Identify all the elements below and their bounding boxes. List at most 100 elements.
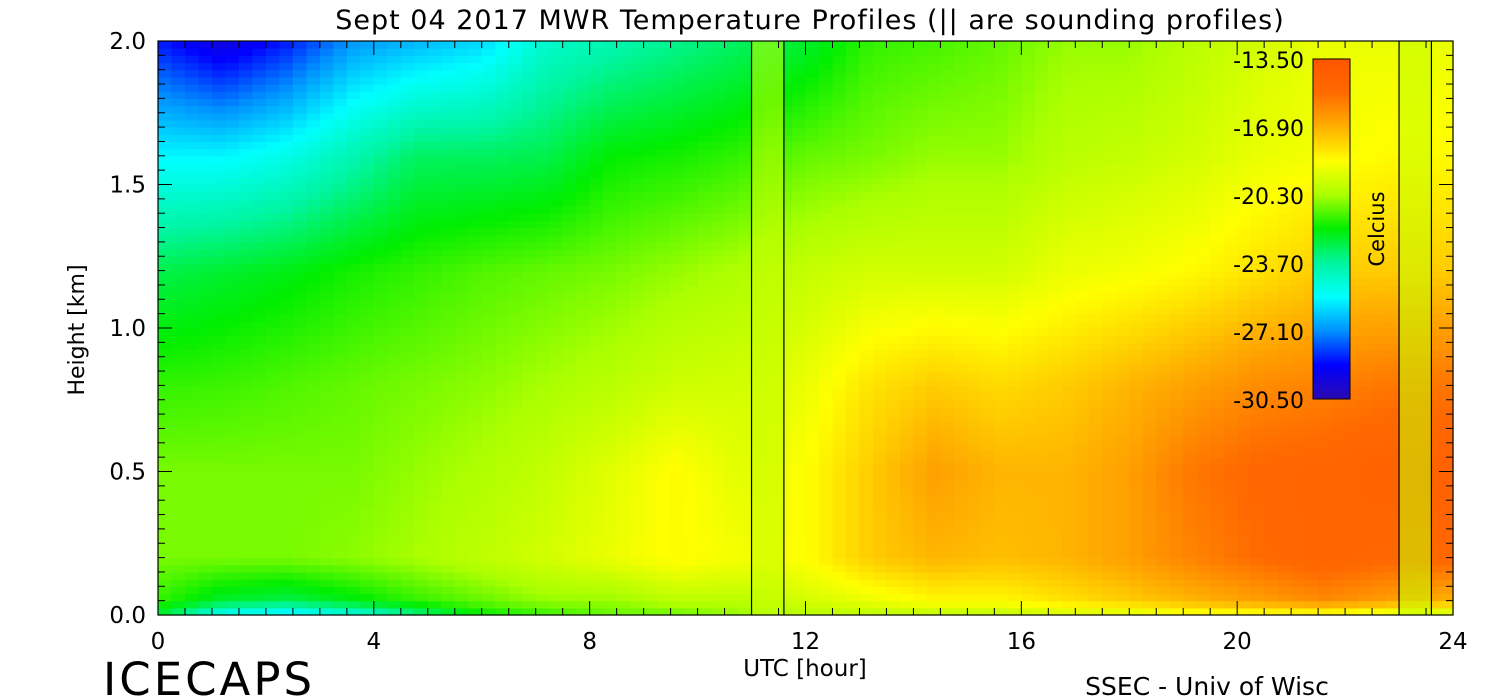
heatmap-cell <box>1439 256 1454 265</box>
heatmap-cell <box>1372 277 1387 286</box>
heatmap-cell <box>1007 507 1022 516</box>
heatmap-cell <box>238 421 254 430</box>
heatmap-cell <box>373 284 388 293</box>
heatmap-cell <box>1372 241 1387 250</box>
heatmap-cell <box>1210 536 1225 544</box>
heatmap-cell <box>1183 263 1198 272</box>
heatmap-cell <box>495 313 510 322</box>
heatmap-cell <box>1439 478 1454 487</box>
heatmap-cell <box>738 363 753 372</box>
heatmap-cell <box>265 607 281 616</box>
heatmap-cell <box>238 464 254 473</box>
heatmap-cell <box>333 543 348 552</box>
heatmap-cell <box>549 557 564 566</box>
heatmap-cell <box>1331 543 1346 552</box>
heatmap-cell <box>211 543 227 552</box>
heatmap-cell <box>899 342 915 351</box>
heatmap-cell <box>360 428 375 437</box>
heatmap-cell <box>589 485 604 494</box>
heatmap-cell <box>238 371 254 379</box>
heatmap-cell <box>940 564 955 573</box>
heatmap-cell <box>913 550 928 559</box>
heatmap-cell <box>373 385 388 394</box>
heatmap-cell <box>886 335 901 343</box>
heatmap-cell <box>171 543 186 552</box>
heatmap-cell <box>980 543 995 552</box>
heatmap-cell <box>481 528 496 537</box>
heatmap-cell <box>508 493 523 501</box>
heatmap-cell <box>1183 277 1198 286</box>
heatmap-cell <box>697 371 712 379</box>
heatmap-cell <box>454 256 469 265</box>
heatmap-cell <box>292 270 307 279</box>
heatmap-cell <box>373 507 388 516</box>
heatmap-cell <box>792 342 807 351</box>
heatmap-cell <box>414 263 429 272</box>
heatmap-cell <box>1169 564 1184 573</box>
heatmap-cell <box>535 593 550 602</box>
heatmap-cell <box>1102 249 1117 257</box>
heatmap-cell <box>1183 536 1198 544</box>
heatmap-cell <box>468 579 483 587</box>
heatmap-cell <box>980 550 995 559</box>
heatmap-cell <box>427 464 442 473</box>
heatmap-cell <box>1034 435 1049 444</box>
heatmap-cell <box>859 284 874 293</box>
heatmap-cell <box>1075 543 1090 552</box>
heatmap-cell <box>319 435 334 444</box>
heatmap-cell <box>306 500 321 508</box>
heatmap-cell <box>1129 277 1144 286</box>
heatmap-cell <box>158 270 173 279</box>
heatmap-cell <box>967 306 982 315</box>
heatmap-cell <box>1196 521 1211 530</box>
heatmap-cell <box>1345 299 1360 308</box>
heatmap-cell <box>738 306 753 315</box>
heatmap-cell <box>549 543 564 552</box>
heatmap-cell <box>400 442 415 451</box>
heatmap-cell <box>508 457 523 465</box>
heatmap-cell <box>1331 528 1346 537</box>
heatmap-cell <box>953 507 968 516</box>
heatmap-cell <box>1385 471 1400 480</box>
heatmap-cell <box>549 277 564 286</box>
heatmap-cell <box>535 299 550 308</box>
heatmap-cell <box>1061 449 1076 458</box>
heatmap-cell <box>805 256 820 265</box>
heatmap-cell <box>184 428 200 437</box>
heatmap-cell <box>1439 371 1454 379</box>
heatmap-cell <box>387 320 402 329</box>
heatmap-cell <box>967 349 982 358</box>
heatmap-cell <box>1129 263 1144 272</box>
heatmap-cell <box>940 435 955 444</box>
heatmap-cell <box>454 277 469 286</box>
heatmap-cell <box>670 485 685 494</box>
heatmap-cell <box>1061 507 1076 516</box>
heatmap-cell <box>926 356 941 365</box>
heatmap-cell <box>1426 536 1441 544</box>
heatmap-cell <box>1237 284 1252 293</box>
heatmap-cell <box>441 471 456 480</box>
heatmap-cell <box>589 607 604 616</box>
heatmap-cell <box>913 256 928 265</box>
heatmap-cell <box>643 607 658 616</box>
heatmap-cell <box>387 579 402 587</box>
heatmap-cell <box>616 593 631 602</box>
heatmap-cell <box>252 414 267 422</box>
heatmap-cell <box>1385 320 1400 329</box>
heatmap-cell <box>818 493 834 501</box>
heatmap-cell <box>805 586 820 595</box>
heatmap-cell <box>1196 428 1211 437</box>
heatmap-cell <box>738 414 753 422</box>
heatmap-cell <box>1345 256 1360 265</box>
heatmap-cell <box>1318 399 1333 408</box>
heatmap-cell <box>994 320 1009 329</box>
heatmap-cell <box>454 249 469 257</box>
heatmap-cell <box>818 320 834 329</box>
heatmap-cell <box>657 536 672 544</box>
heatmap-cell <box>508 471 523 480</box>
heatmap-cell <box>1372 414 1387 422</box>
heatmap-cell <box>886 328 901 336</box>
heatmap-cell <box>589 521 604 530</box>
heatmap-cell <box>980 586 995 595</box>
heatmap-cell <box>1102 428 1117 437</box>
